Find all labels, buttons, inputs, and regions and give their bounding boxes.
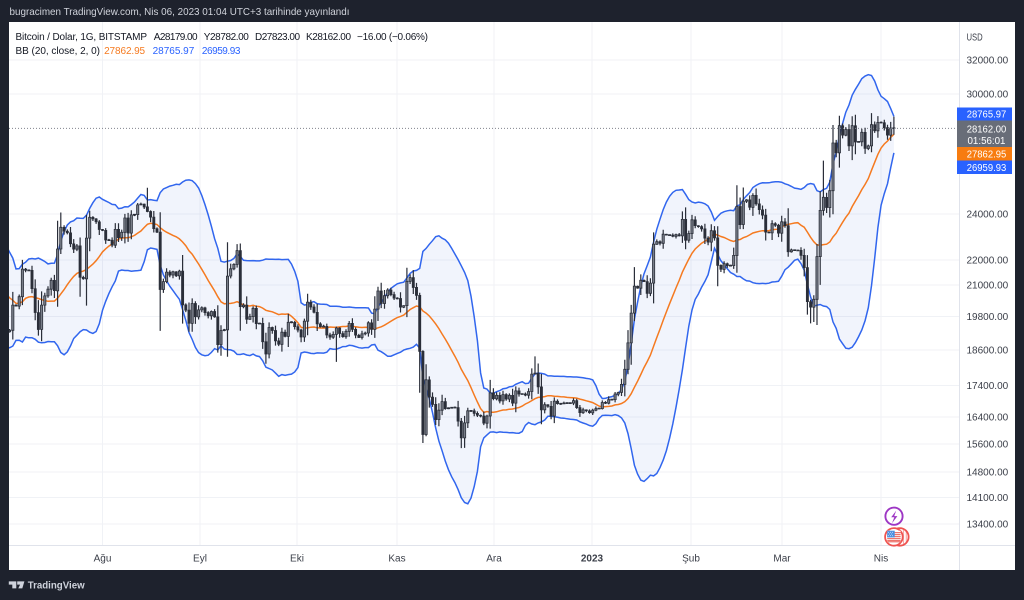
svg-text:32000.00: 32000.00: [967, 56, 1009, 67]
svg-text:TradingView: TradingView: [28, 579, 86, 591]
svg-text:28765.97: 28765.97: [153, 46, 195, 57]
svg-text:2023: 2023: [581, 554, 604, 565]
svg-text:18600.00: 18600.00: [967, 346, 1009, 357]
svg-text:USD: USD: [967, 33, 983, 44]
svg-text:30000.00: 30000.00: [967, 90, 1009, 101]
svg-text:14800.00: 14800.00: [967, 468, 1009, 479]
svg-text:D27823.00: D27823.00: [255, 32, 300, 43]
svg-text:13400.00: 13400.00: [967, 520, 1009, 531]
svg-text:28162.00: 28162.00: [967, 124, 1007, 135]
svg-text:K28162.00: K28162.00: [306, 32, 351, 43]
svg-text:22000.00: 22000.00: [967, 256, 1009, 267]
svg-text:Ara: Ara: [486, 554, 502, 565]
svg-text:Mar: Mar: [773, 554, 791, 565]
svg-text:Y28782.00: Y28782.00: [204, 32, 249, 43]
svg-text:bugracimen TradingView.com, Ni: bugracimen TradingView.com, Nis 06, 2023…: [10, 6, 350, 18]
svg-text:21000.00: 21000.00: [967, 281, 1009, 292]
svg-text:27862.95: 27862.95: [967, 149, 1007, 160]
svg-text:28765.97: 28765.97: [967, 109, 1007, 120]
svg-text:Ağu: Ağu: [94, 554, 112, 565]
svg-text:A28179.00: A28179.00: [154, 32, 198, 43]
svg-text:26959.93: 26959.93: [967, 163, 1007, 174]
svg-text:Eyl: Eyl: [193, 554, 207, 565]
svg-text:24000.00: 24000.00: [967, 210, 1009, 221]
svg-text:Şub: Şub: [682, 554, 700, 565]
svg-text:16400.00: 16400.00: [967, 413, 1009, 424]
svg-text:26959.93: 26959.93: [202, 46, 241, 57]
svg-text:Nis: Nis: [874, 554, 888, 565]
svg-text:19800.00: 19800.00: [967, 312, 1009, 323]
svg-text:17400.00: 17400.00: [967, 381, 1009, 392]
svg-text:Bitcoin / Dolar, 1G, BITSTAMP: Bitcoin / Dolar, 1G, BITSTAMP: [16, 32, 148, 43]
svg-text:15600.00: 15600.00: [967, 440, 1009, 451]
svg-text:01:56:01: 01:56:01: [968, 136, 1006, 147]
svg-text:14100.00: 14100.00: [967, 493, 1009, 504]
svg-text:−16.00 (−0.06%): −16.00 (−0.06%): [357, 32, 428, 43]
svg-text:Eki: Eki: [290, 554, 304, 565]
svg-text:Kas: Kas: [388, 554, 405, 565]
svg-text:BB (20, close, 2, 0): BB (20, close, 2, 0): [16, 46, 101, 57]
svg-text:27862.95: 27862.95: [104, 46, 145, 57]
